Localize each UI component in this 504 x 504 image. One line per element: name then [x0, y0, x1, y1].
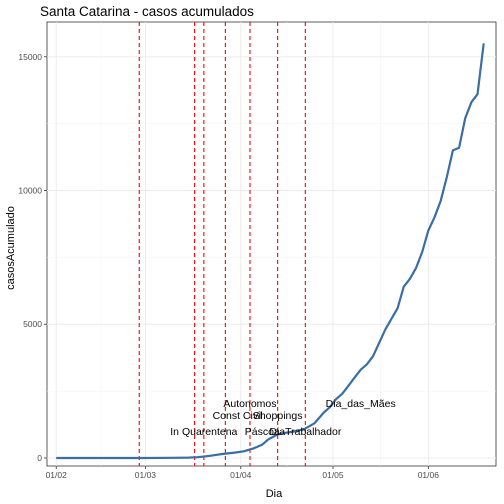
annotation-label: Const Civil: [213, 410, 263, 422]
x-tick-label: 01/05: [322, 470, 344, 480]
x-tick-label: 01/02: [46, 470, 68, 480]
y-axis-ticks: 0 5000 10000 15000: [18, 52, 47, 463]
annotation-label: Autonomos: [223, 398, 276, 410]
series-line: [56, 43, 485, 460]
x-axis-ticks: 01/02 01/03 01/04 01/05 01/06: [46, 466, 440, 480]
plot-panel: [46, 21, 497, 467]
y-tick-label: 15000: [18, 52, 42, 62]
x-tick-label: 01/03: [135, 470, 157, 480]
event-lines: [138, 22, 306, 466]
x-axis-title: Dia: [266, 488, 283, 500]
x-tick-label: 01/04: [230, 470, 252, 480]
x-tick-label: 01/06: [418, 470, 440, 480]
chart-title: Santa Catarina - casos acumulados: [40, 4, 254, 19]
annotation-label: In Quarentena: [170, 426, 237, 438]
y-tick-label: 0: [37, 453, 42, 463]
annotation-label: Páscoa: [245, 426, 280, 438]
annotation-label: DiaTrabalhador: [269, 426, 341, 438]
y-tick-label: 10000: [18, 186, 42, 196]
annotation-label: Dia_das_Mães: [326, 398, 396, 410]
grid-major: [47, 22, 496, 466]
series-group: [56, 43, 485, 460]
y-axis-title: casosAcumulado: [5, 206, 17, 290]
y-tick-label: 5000: [23, 319, 42, 329]
annotation-label: Shoppings: [253, 410, 303, 422]
